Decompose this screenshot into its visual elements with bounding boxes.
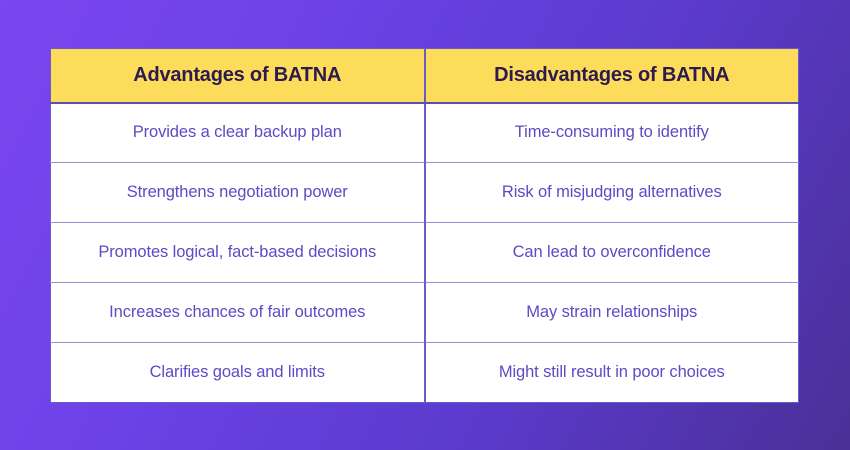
advantage-cell: Strengthens negotiation power [50, 162, 426, 223]
table-row: Clarifies goals and limits Might still r… [50, 342, 799, 403]
advantage-cell: Provides a clear backup plan [50, 102, 426, 163]
advantage-cell: Increases chances of fair outcomes [50, 282, 426, 343]
advantage-cell: Clarifies goals and limits [50, 342, 426, 403]
advantage-cell: Promotes logical, fact-based decisions [50, 222, 426, 283]
disadvantage-cell: Time-consuming to identify [514, 123, 709, 142]
column-header-disadvantages: Disadvantages of BATNA [424, 48, 799, 104]
disadvantage-cell: Risk of misjudging alternatives [424, 162, 799, 223]
batna-comparison-table: Advantages of BATNA Disadvantages of BAT… [50, 48, 799, 403]
disadvantage-cell: Might still result in poor choices [424, 342, 799, 403]
disadvantage-cell: May strain relationships [424, 282, 799, 343]
table-header: Advantages of BATNA Disadvantages of BAT… [50, 48, 799, 104]
table-row: Strengthens negotiation power Risk of mi… [50, 162, 799, 223]
table-body: Provides a clear backup plan Time-consum… [50, 102, 799, 403]
table-row: Promotes logical, fact-based decisions C… [50, 222, 799, 283]
column-header-advantages: Advantages of BATNA [50, 48, 426, 104]
table-row: Provides a clear backup plan Time-consum… [50, 102, 799, 163]
disadvantage-cell: Can lead to overconfidence [424, 222, 799, 283]
header-row: Advantages of BATNA Disadvantages of BAT… [50, 48, 799, 104]
table-row: Increases chances of fair outcomes May s… [50, 282, 799, 343]
